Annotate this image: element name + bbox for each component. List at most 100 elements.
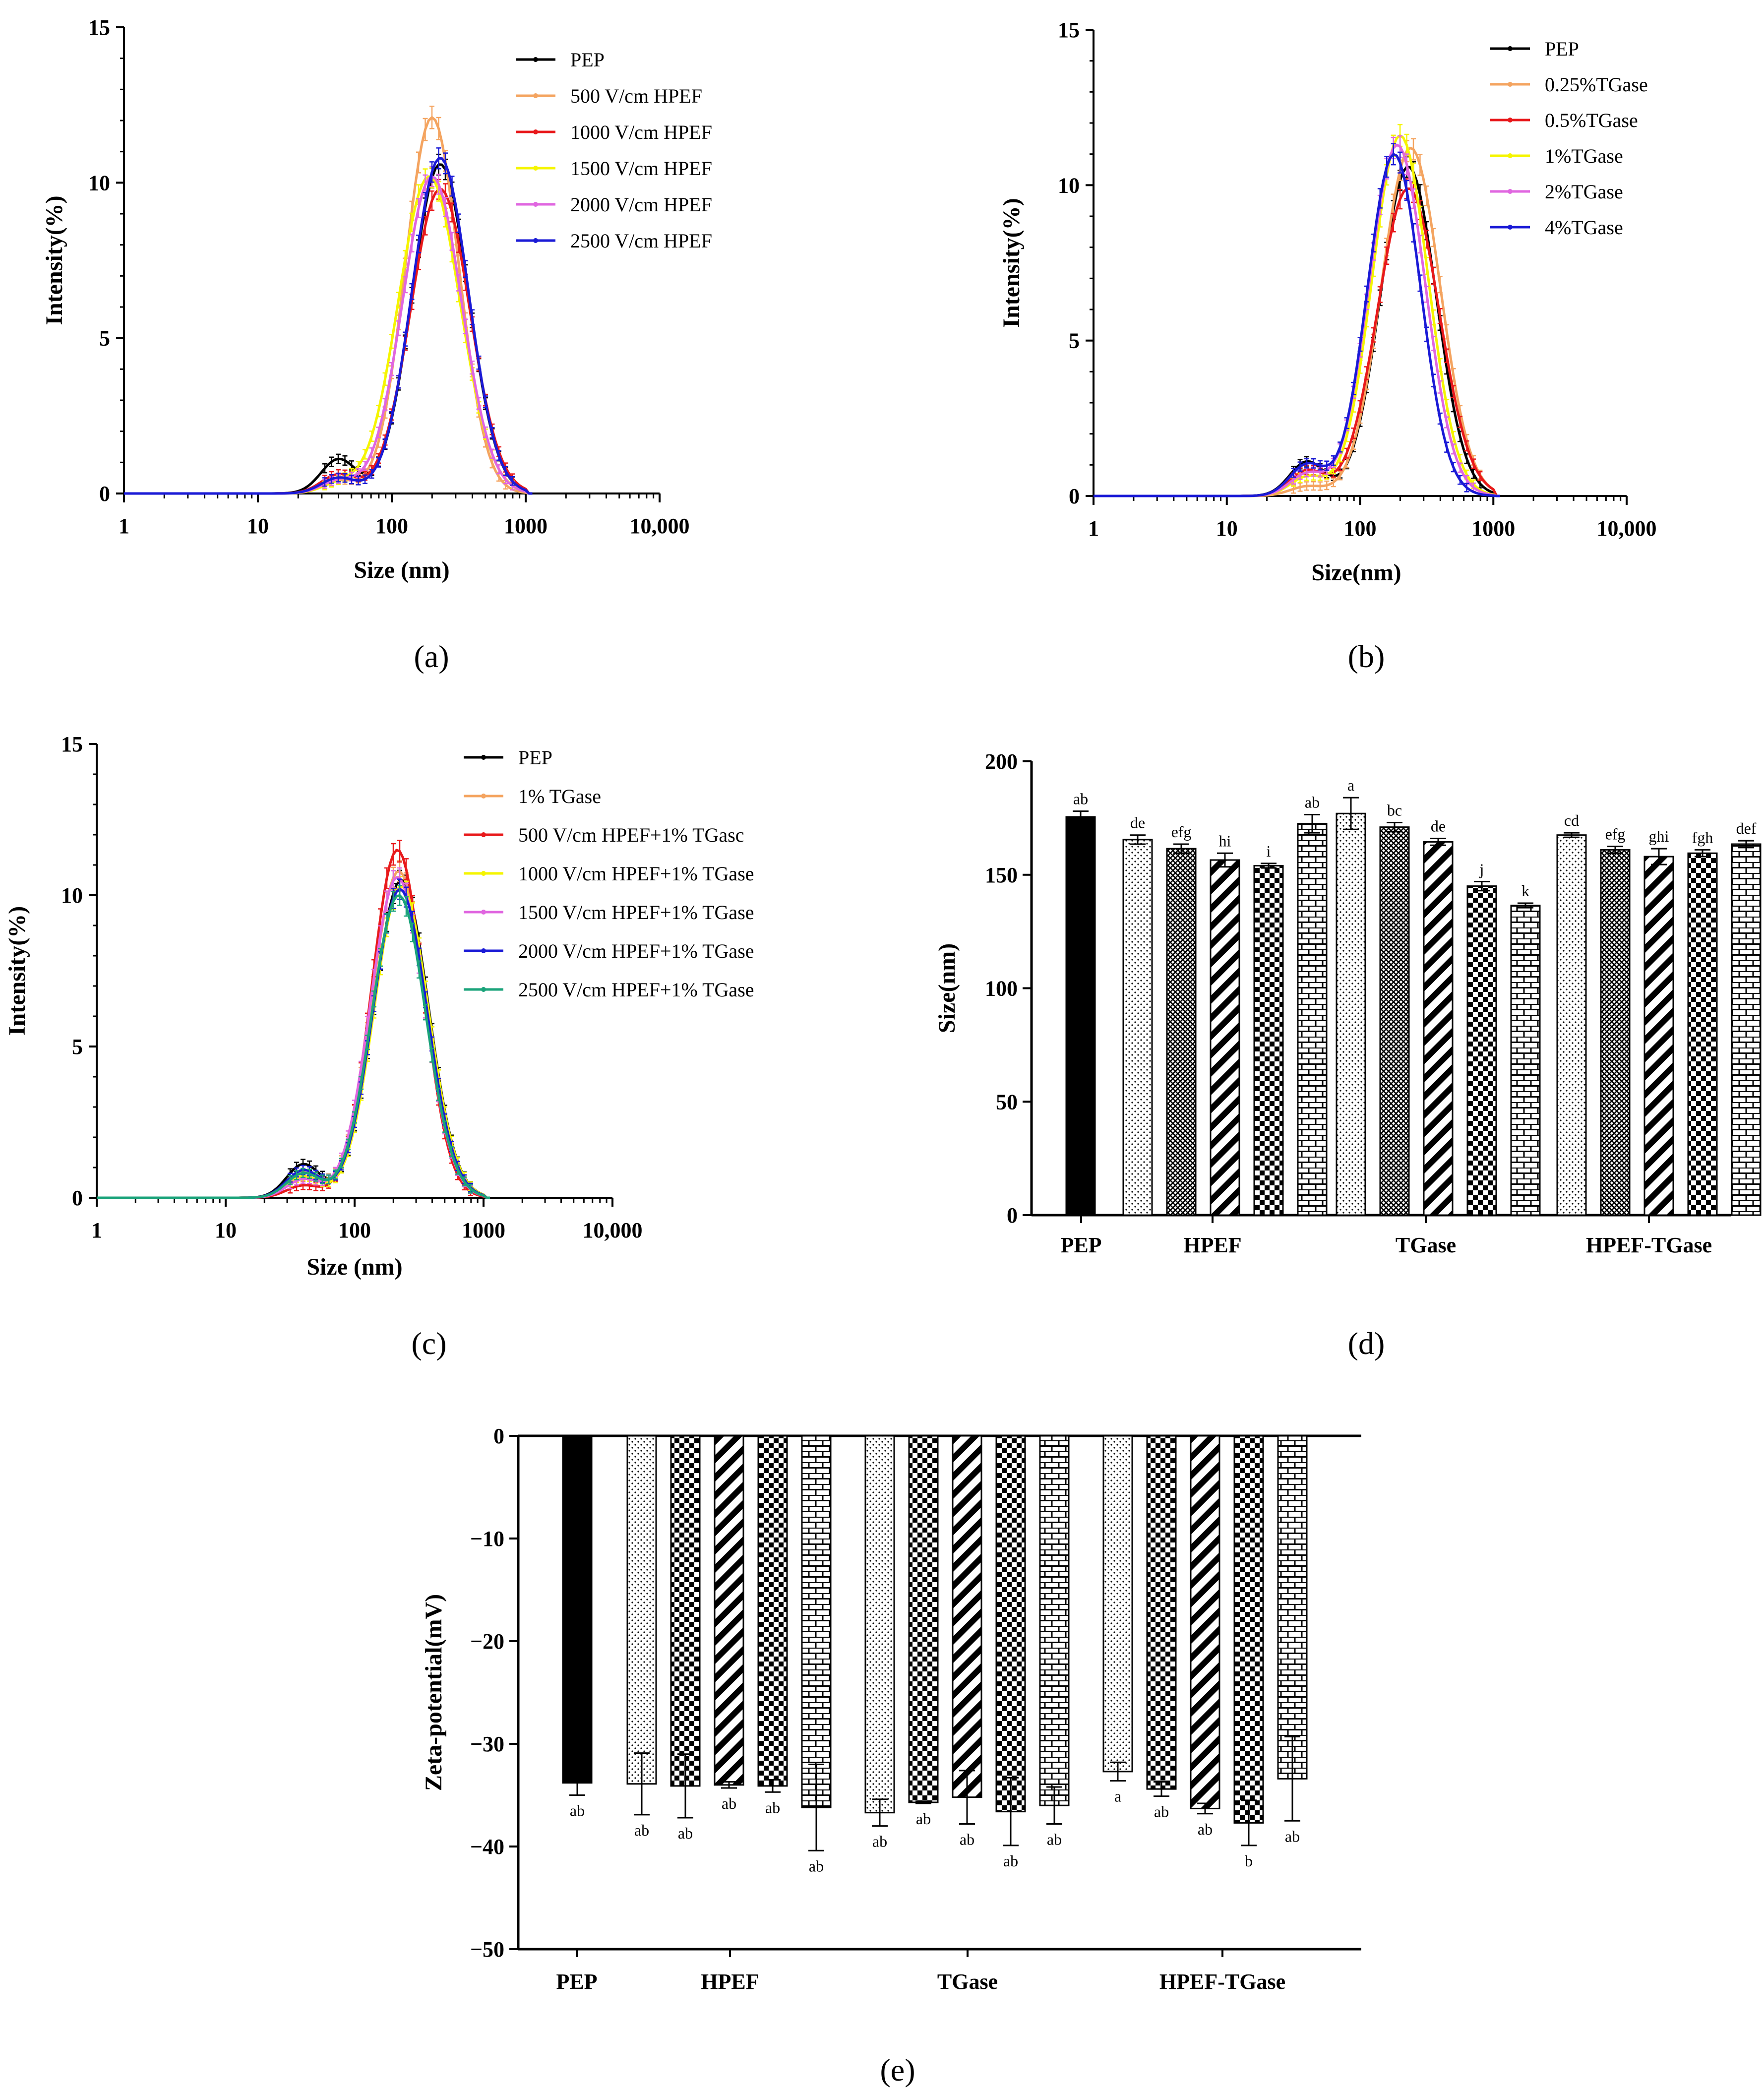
error-bar <box>959 1770 975 1825</box>
bar <box>1556 834 1587 1216</box>
error-bar <box>456 213 461 233</box>
error-bar <box>382 438 388 450</box>
legend-marker <box>1508 46 1513 51</box>
error-bar <box>872 1798 888 1827</box>
error-bar <box>483 395 488 408</box>
y-tick-label: 15 <box>61 732 83 756</box>
x-tick-label: 100 <box>375 514 408 538</box>
bar <box>1297 823 1328 1216</box>
legend-marker <box>1508 189 1513 194</box>
y-tick-label: 0 <box>493 1424 504 1448</box>
error-bar <box>1464 483 1469 492</box>
error-bar <box>320 1174 325 1185</box>
error-bar <box>342 455 348 466</box>
chart-c: 0 5 10 15 1 10 100 1000 10,000 Size (nm) Intensity… <box>4 732 754 1361</box>
x-tick-label: 10 <box>247 514 269 538</box>
error-bar <box>369 431 374 442</box>
legend-label: 2000 V/cm HPEF+1% TGase <box>518 940 754 962</box>
x-axis-title: Size(nm) <box>1311 559 1401 586</box>
error-bar <box>808 1763 824 1851</box>
significance-label: ab <box>960 1830 974 1848</box>
error-bar <box>1431 373 1436 387</box>
error-bar <box>378 948 383 967</box>
error-bar <box>1451 443 1456 455</box>
error-bar <box>915 1800 931 1804</box>
error-bar <box>294 1170 299 1180</box>
error-bar <box>384 913 389 933</box>
significance-label: ab <box>1073 790 1088 808</box>
group-label: HPEF <box>1183 1233 1241 1257</box>
error-bar <box>359 1076 364 1090</box>
legend-marker <box>533 238 538 243</box>
error-bar <box>423 118 428 141</box>
error-bar <box>436 117 441 140</box>
error-bar <box>470 361 475 375</box>
error-bar <box>1431 267 1436 285</box>
significance-label: ab <box>722 1794 736 1812</box>
error-bar <box>1377 286 1383 303</box>
x-tick-label: 1000 <box>462 1218 505 1242</box>
y-tick-label: 5 <box>72 1035 83 1059</box>
series-line-6 <box>97 894 490 1199</box>
significance-label: b <box>1245 1852 1253 1870</box>
bar <box>908 1435 939 1803</box>
error-bar <box>396 292 401 308</box>
bar <box>626 1435 657 1785</box>
bar <box>1146 1435 1177 1790</box>
group-label: HPEF-TGase <box>1586 1233 1712 1257</box>
y-tick-label: 10 <box>88 171 110 195</box>
error-bar <box>1424 326 1429 342</box>
x-tick-label: 100 <box>1344 516 1377 541</box>
legend-marker <box>481 832 486 837</box>
error-bar <box>1384 246 1390 265</box>
significance-label: ab <box>1198 1820 1213 1838</box>
error-bar <box>371 990 376 1008</box>
error-bar <box>1110 1761 1126 1782</box>
error-bar <box>382 398 388 411</box>
y-tick-label: 10 <box>1058 173 1080 197</box>
y-tick-label: −10 <box>470 1527 504 1551</box>
error-bar <box>329 456 334 467</box>
bar <box>952 1435 982 1798</box>
error-bar <box>389 362 394 376</box>
error-bar <box>1351 381 1356 395</box>
bar <box>864 1435 895 1814</box>
error-bar <box>489 448 495 460</box>
error-bar <box>1738 840 1754 849</box>
error-bar <box>1154 1781 1169 1797</box>
significance-label: ab <box>634 1821 649 1839</box>
error-bar <box>307 1169 312 1179</box>
series-line-0 <box>124 163 533 495</box>
error-bar <box>1197 1802 1213 1815</box>
error-bar <box>1518 902 1533 909</box>
x-tick-label: 10,000 <box>1597 516 1657 541</box>
error-bar <box>1304 814 1320 834</box>
panel-label: (a) <box>414 639 449 674</box>
error-bar <box>1651 848 1667 865</box>
x-tick-label: 1000 <box>504 514 547 538</box>
error-bar <box>1695 849 1710 858</box>
y-tick-label: 0 <box>72 1186 83 1210</box>
error-bar <box>301 1168 305 1178</box>
legend-label: 0.25%TGase <box>1545 73 1648 96</box>
error-bar <box>569 1770 585 1796</box>
error-bar <box>1324 460 1330 471</box>
y-tick-label: 5 <box>99 326 110 351</box>
significance-label: k <box>1521 882 1529 900</box>
group-label: TGase <box>937 1970 998 1994</box>
legend-label: 500 V/cm HPEF <box>570 85 702 107</box>
x-tick-label: 10,000 <box>630 514 690 538</box>
bar <box>670 1435 701 1787</box>
error-bar <box>363 474 367 485</box>
error-bar <box>1398 188 1403 210</box>
error-bar <box>1398 151 1403 174</box>
x-tick-label: 1 <box>1088 516 1099 541</box>
legend-label: 1500 V/cm HPEF <box>570 157 712 180</box>
error-bar <box>352 1111 357 1124</box>
error-bar <box>389 411 394 424</box>
error-bar <box>1371 233 1376 253</box>
x-axis-title: Size (nm) <box>306 1254 402 1280</box>
error-bar <box>463 260 468 278</box>
bar <box>1166 848 1197 1216</box>
